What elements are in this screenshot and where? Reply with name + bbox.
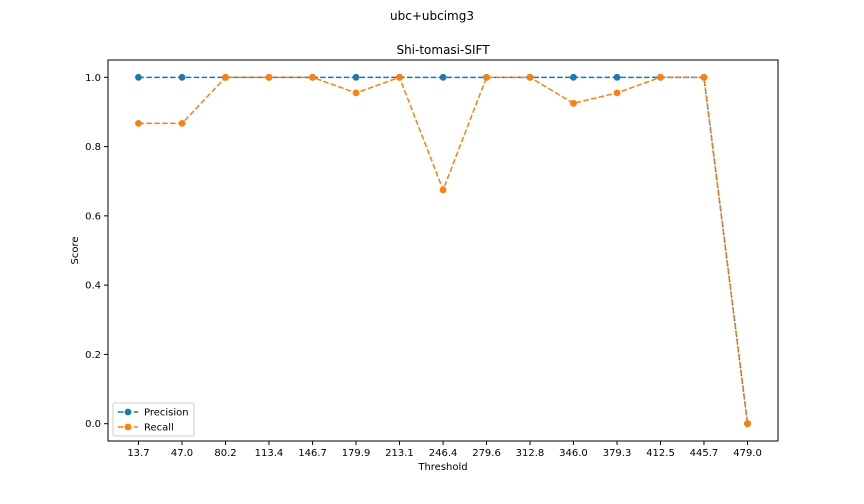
data-point xyxy=(483,73,490,81)
x-tick-label: 379.3 xyxy=(603,448,632,459)
legend-item: Recall xyxy=(118,423,174,434)
data-point xyxy=(439,73,447,81)
x-axis-label: Threshold xyxy=(417,462,467,473)
legend-label: Precision xyxy=(144,408,189,419)
y-tick-label: 0.0 xyxy=(85,419,101,430)
data-point xyxy=(613,73,621,81)
y-axis-label: Score xyxy=(70,236,81,264)
series-recall xyxy=(135,73,751,428)
x-tick-label: 146.7 xyxy=(298,448,327,459)
x-tick-label: 80.2 xyxy=(214,448,236,459)
y-tick-label: 0.6 xyxy=(85,211,101,222)
x-tick-label: 479.0 xyxy=(733,448,762,459)
y-tick-label: 0.2 xyxy=(85,350,101,361)
x-tick-label: 312.8 xyxy=(516,448,545,459)
legend: Precision Recall xyxy=(112,402,195,437)
x-axis: 13.7 47.0 80.2 113.4 146.7 179.9 213.1 246.4 279… xyxy=(127,441,762,459)
data-point xyxy=(570,99,577,107)
y-tick-label: 1.0 xyxy=(85,73,101,84)
data-point xyxy=(700,73,708,81)
legend-swatch-marker xyxy=(124,408,132,416)
x-tick-label: 13.7 xyxy=(127,448,149,459)
legend-swatch-marker xyxy=(124,423,132,431)
x-tick-label: 412.5 xyxy=(646,448,675,459)
data-point xyxy=(396,73,403,81)
data-point xyxy=(657,73,664,81)
data-point xyxy=(744,420,751,428)
x-tick-label: 279.6 xyxy=(472,448,501,459)
chart-title: Shi-tomasi-SIFT xyxy=(396,43,490,57)
data-point xyxy=(526,73,534,81)
x-tick-label: 346.0 xyxy=(559,448,588,459)
y-axis: 0.0 0.2 0.4 0.6 0.8 1.0 xyxy=(85,73,108,430)
legend-items: Precision Recall xyxy=(118,408,189,434)
data-point xyxy=(613,89,621,97)
legend-label: Recall xyxy=(144,423,174,434)
data-point xyxy=(570,73,577,81)
data-point xyxy=(352,89,360,97)
data-point xyxy=(265,73,273,81)
data-point xyxy=(222,73,229,81)
x-tick-label: 246.4 xyxy=(429,448,458,459)
y-tick-label: 0.8 xyxy=(85,142,101,153)
figure-suptitle: ubc+ubcimg3 xyxy=(390,9,474,23)
x-tick-label: 213.1 xyxy=(385,448,414,459)
legend-box xyxy=(112,402,195,437)
x-tick-label: 179.9 xyxy=(342,448,371,459)
axes-frame xyxy=(107,59,779,442)
data-point xyxy=(178,119,186,127)
data-point xyxy=(135,73,142,81)
data-point xyxy=(309,73,316,81)
x-tick-label: 47.0 xyxy=(171,448,193,459)
data-point xyxy=(178,73,186,81)
x-tick-label: 113.4 xyxy=(255,448,284,459)
data-point xyxy=(135,119,142,127)
x-tick-label: 445.7 xyxy=(690,448,719,459)
legend-item: Precision xyxy=(118,408,189,419)
series-layer xyxy=(135,73,751,428)
data-point xyxy=(439,186,447,194)
plot-area: 0.0 0.2 0.4 0.6 0.8 1.0 13.7 47.0 80.2 113.4 146.… xyxy=(85,59,779,459)
data-point xyxy=(352,73,360,81)
y-tick-label: 0.4 xyxy=(85,281,101,292)
